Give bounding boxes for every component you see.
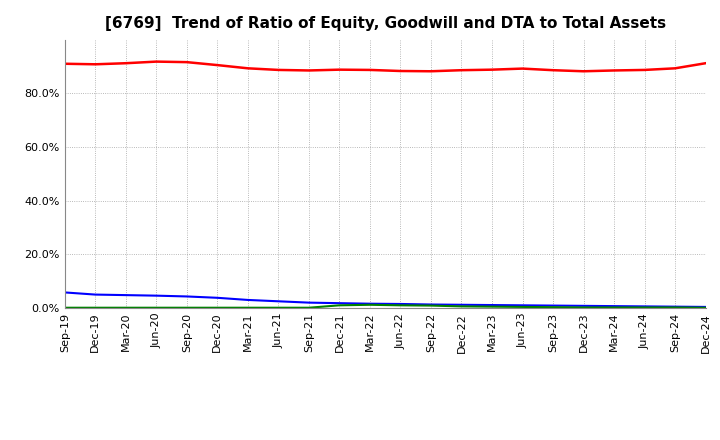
Legend: Equity, Goodwill, Deferred Tax Assets: Equity, Goodwill, Deferred Tax Assets (191, 435, 580, 440)
Title: [6769]  Trend of Ratio of Equity, Goodwill and DTA to Total Assets: [6769] Trend of Ratio of Equity, Goodwil… (104, 16, 666, 32)
